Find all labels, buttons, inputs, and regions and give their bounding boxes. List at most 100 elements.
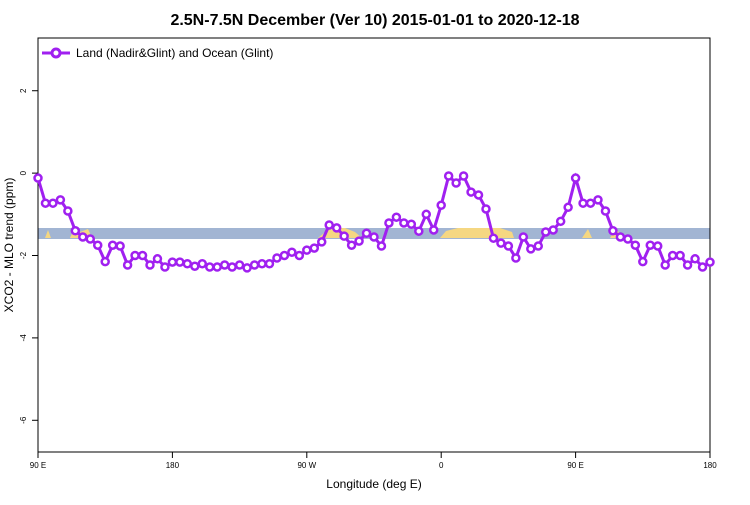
data-point — [115, 241, 125, 251]
y-axis-label: XCO2 - MLO trend (ppm) — [2, 178, 16, 313]
data-point — [533, 241, 544, 251]
data-point — [219, 260, 230, 270]
data-point — [511, 253, 521, 263]
data-point — [675, 250, 685, 261]
data-point — [100, 256, 110, 267]
data-point — [578, 198, 588, 208]
data-point — [391, 212, 402, 222]
x-tick-label: 180 — [703, 461, 717, 470]
y-tick-label: -6 — [19, 416, 28, 424]
data-point — [242, 263, 252, 273]
data-point — [473, 190, 484, 200]
x-tick-label: 0 — [439, 461, 444, 470]
data-point — [600, 206, 611, 216]
data-point — [555, 216, 566, 227]
y-tick-label: 2 — [19, 88, 28, 93]
data-point — [137, 250, 148, 261]
data-point — [406, 219, 417, 229]
y-tick-label: 0 — [19, 170, 28, 175]
data-point — [414, 226, 424, 236]
data-point — [152, 254, 163, 264]
x-axis-label: Longitude (deg E) — [326, 477, 421, 491]
data-point — [249, 260, 260, 270]
data-point — [652, 241, 663, 251]
data-point — [167, 257, 178, 267]
data-point — [160, 262, 170, 272]
data-point — [443, 171, 454, 181]
data-point — [615, 232, 626, 242]
data-point — [294, 250, 305, 261]
data-point — [466, 187, 476, 197]
data-point — [540, 227, 551, 237]
data-point — [548, 225, 558, 235]
legend-marker — [50, 47, 62, 59]
x-tick-label: 90 E — [567, 461, 583, 470]
data-point — [264, 258, 275, 269]
data-point — [384, 218, 394, 228]
data-point — [638, 256, 648, 267]
data-point — [645, 240, 656, 250]
data-point — [660, 260, 670, 270]
data-point — [272, 253, 282, 263]
data-point — [518, 232, 529, 242]
data-point — [257, 258, 267, 269]
data-point — [309, 243, 320, 253]
chart-title: 2.5N-7.5N December (Ver 10) 2015-01-01 t… — [170, 12, 579, 29]
data-point — [212, 262, 222, 272]
data-point — [436, 200, 446, 210]
data-point — [92, 240, 103, 250]
data-point — [361, 228, 372, 239]
legend: Land (Nadir&Glint) and Ocean (Glint) — [42, 46, 273, 60]
data-point — [346, 240, 357, 250]
data-point — [55, 195, 66, 205]
data-point — [130, 250, 140, 261]
x-tick-label: 180 — [166, 461, 180, 470]
data-point — [526, 244, 536, 254]
data-point — [608, 226, 618, 236]
data-point — [122, 260, 133, 270]
data-point — [682, 260, 693, 270]
data-point — [145, 260, 155, 270]
data-point — [48, 198, 58, 208]
data-point — [175, 257, 185, 267]
data-point — [182, 258, 193, 269]
data-point — [204, 262, 215, 272]
data-point — [451, 178, 461, 188]
data-point — [354, 236, 364, 246]
y-tick-label: -2 — [19, 251, 28, 259]
data-point — [458, 171, 469, 181]
data-point — [630, 240, 641, 250]
data-point — [697, 262, 708, 272]
plot-frame — [37, 37, 711, 453]
y-tick-label: -4 — [19, 334, 28, 342]
data-point — [428, 225, 439, 235]
data-point — [234, 260, 245, 270]
data-point — [570, 173, 581, 183]
data-point — [78, 232, 88, 242]
data-point — [563, 202, 573, 213]
data-point — [339, 231, 349, 241]
data-point — [227, 262, 237, 272]
data-point — [33, 173, 43, 183]
data-point — [287, 247, 297, 257]
data-point — [376, 241, 387, 251]
data-point — [324, 220, 334, 230]
data-point — [503, 241, 514, 251]
data-point — [190, 261, 200, 271]
data-point — [63, 206, 73, 216]
data-point — [585, 198, 596, 208]
x-tick-label: 90 W — [297, 461, 316, 470]
data-point — [421, 209, 432, 220]
data-point — [496, 238, 506, 248]
legend-label: Land (Nadir&Glint) and Ocean (Glint) — [76, 46, 273, 60]
data-point — [316, 237, 327, 247]
data-point — [197, 258, 208, 269]
data-point — [623, 234, 633, 244]
data-point — [302, 245, 312, 255]
data-point — [488, 233, 499, 243]
data-point — [690, 254, 700, 264]
data-point — [667, 250, 678, 261]
data-point — [40, 198, 51, 208]
data-point — [705, 257, 715, 267]
